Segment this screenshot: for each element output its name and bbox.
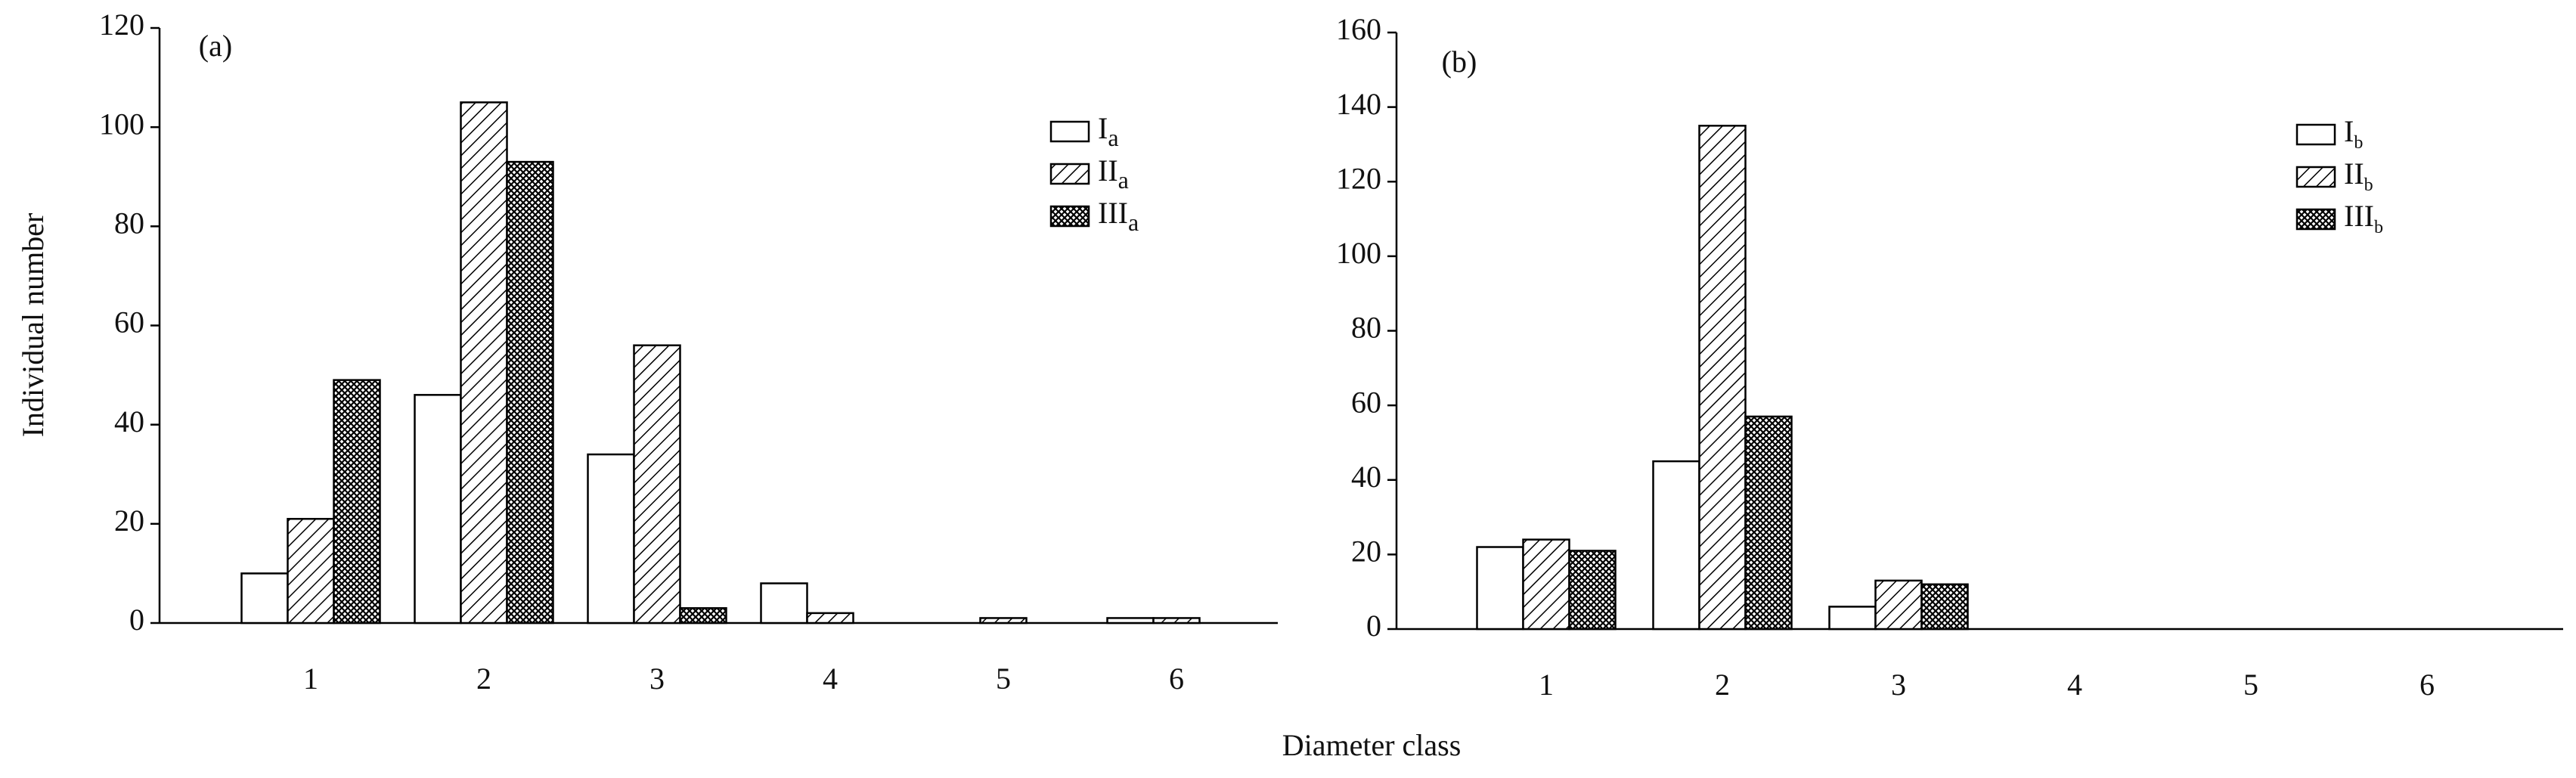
bar	[1698, 125, 1747, 631]
y-tick-label: 60	[1351, 385, 1381, 419]
y-tick-label: 100	[1336, 236, 1381, 270]
bar	[679, 607, 727, 625]
x-tick-label: 6	[2419, 668, 2435, 702]
bar	[1568, 550, 1617, 631]
bar	[1828, 606, 1877, 631]
y-tick-label: 120	[99, 8, 144, 42]
x-tick-label: 4	[2067, 668, 2082, 702]
legend-name: II	[2344, 157, 2364, 191]
x-tick-label: 4	[823, 662, 838, 696]
y-tick-label: 0	[1366, 609, 1381, 643]
bar	[1476, 546, 1524, 631]
y-tick-label: 80	[1351, 311, 1381, 345]
legend-subscript: b	[2354, 133, 2363, 153]
y-axis-label: Individual number	[16, 213, 50, 438]
legend-swatch	[2295, 208, 2336, 231]
chart-title: (a)	[199, 29, 232, 63]
legend-name: III	[1098, 196, 1128, 230]
legend-subscript: a	[1128, 209, 1139, 236]
legend-swatch	[2295, 123, 2336, 146]
legend-swatch	[1049, 205, 1090, 228]
legend-subscript: a	[1108, 124, 1118, 151]
legend-subscript: a	[1118, 166, 1129, 194]
legend-swatch	[2295, 166, 2336, 188]
bar	[240, 572, 289, 625]
bar	[460, 101, 508, 625]
legend-subscript: b	[2364, 175, 2373, 195]
x-tick-label: 5	[2243, 668, 2258, 702]
bar	[1652, 460, 1700, 631]
legend-label: Ib	[2344, 114, 2363, 152]
y-tick-label: 100	[99, 107, 144, 141]
legend-swatch	[1049, 120, 1090, 143]
bar	[414, 394, 462, 625]
y-tick-label: 60	[114, 305, 144, 339]
bar	[1920, 583, 1969, 631]
legend-label: IIIb	[2344, 199, 2383, 237]
y-tick-label: 140	[1336, 87, 1381, 121]
y-tick-label: 20	[1351, 535, 1381, 569]
y-tick-label: 40	[114, 404, 144, 439]
legend-name: II	[1098, 153, 1118, 188]
legend-name: I	[2344, 114, 2354, 148]
y-tick-label: 80	[114, 206, 144, 240]
y-tick-label: 40	[1351, 460, 1381, 494]
y-tick-label: 20	[114, 504, 144, 538]
bar	[1744, 415, 1793, 631]
legend-label: IIIa	[1098, 196, 1139, 236]
bar	[1874, 579, 1923, 631]
x-tick-label: 2	[1715, 668, 1730, 702]
y-tick-label: 0	[129, 603, 144, 637]
bar	[633, 344, 681, 625]
x-tick-label: 3	[649, 662, 665, 696]
bar	[333, 379, 381, 625]
bar	[806, 612, 854, 625]
bar	[1106, 617, 1155, 625]
bar	[287, 518, 335, 625]
x-tick-label: 1	[303, 662, 318, 696]
legend-subscript: b	[2374, 218, 2383, 237]
chart-title: (b)	[1442, 45, 1477, 79]
legend-name: III	[2344, 199, 2374, 233]
bar	[760, 582, 808, 625]
x-tick-label: 2	[476, 662, 491, 696]
legend-label: IIa	[1098, 153, 1129, 194]
x-tick-label: 6	[1169, 662, 1184, 696]
x-tick-label: 3	[1891, 668, 1906, 702]
legend-label: Ia	[1098, 111, 1119, 151]
bar	[1522, 538, 1570, 631]
x-tick-label: 1	[1539, 668, 1554, 702]
y-tick-label: 160	[1336, 12, 1381, 46]
bar	[1152, 617, 1201, 625]
legend-swatch	[1049, 163, 1090, 185]
x-axis-label: Diameter class	[1282, 728, 1462, 762]
x-tick-label: 5	[996, 662, 1011, 696]
bar	[506, 160, 554, 625]
bar	[979, 617, 1028, 625]
legend-label: IIb	[2344, 157, 2373, 194]
y-tick-label: 120	[1336, 161, 1381, 195]
bar	[587, 453, 635, 625]
legend-name: I	[1098, 111, 1108, 145]
